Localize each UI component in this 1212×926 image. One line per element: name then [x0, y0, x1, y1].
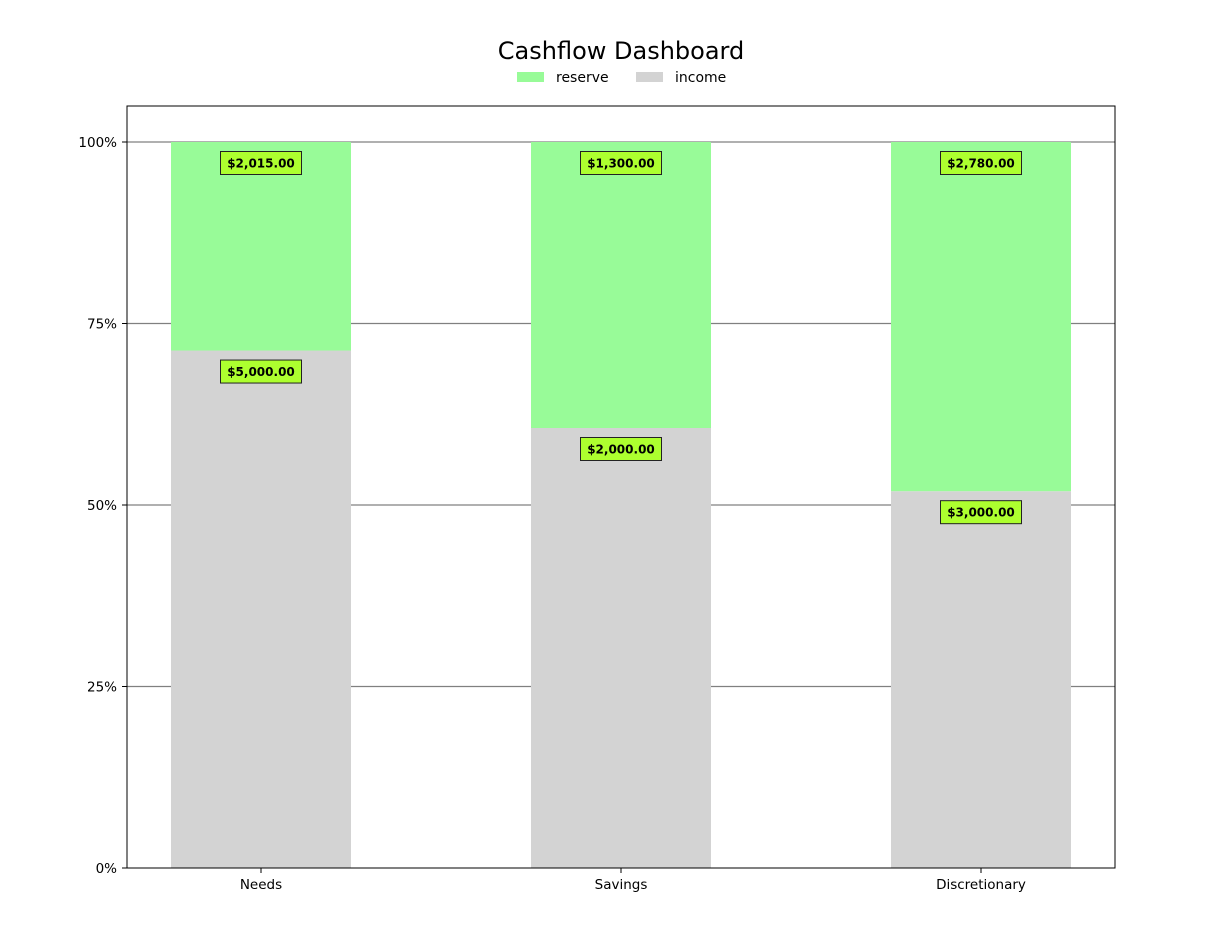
legend: reserve income — [517, 70, 726, 86]
data-label: $2,780.00 — [947, 157, 1015, 171]
bars — [171, 142, 1071, 868]
bar-income-savings — [531, 428, 711, 868]
bar-income-discretionary — [891, 491, 1071, 868]
y-tick-label: 100% — [78, 135, 117, 151]
data-label-box — [220, 359, 302, 384]
bar-income-needs — [171, 350, 351, 868]
data-label-box — [580, 151, 662, 175]
legend-swatch-reserve — [517, 72, 544, 82]
legend-label-reserve: reserve — [556, 70, 609, 86]
data-label: $5,000.00 — [227, 365, 295, 379]
bar-reserve-savings — [531, 142, 711, 428]
x-tick-label: Needs — [240, 877, 282, 893]
bar-reserve-discretionary — [891, 142, 1071, 492]
data-label-box — [220, 151, 302, 175]
data-label-box — [940, 500, 1022, 525]
y-tick-label: 75% — [87, 317, 117, 333]
y-axis: 0% 25% 50% 75% 100% — [78, 135, 127, 877]
x-axis: Needs Savings Discretionary — [240, 868, 1026, 893]
legend-label-income: income — [675, 70, 726, 86]
x-tick-label: Savings — [595, 877, 648, 893]
data-label: $1,300.00 — [587, 157, 655, 171]
y-tick-label: 50% — [87, 498, 117, 514]
legend-swatch-income — [636, 72, 663, 82]
y-tick-label: 25% — [87, 680, 117, 696]
data-label: $3,000.00 — [947, 506, 1015, 520]
data-label-box — [580, 437, 662, 461]
data-labels: $5,000.00 $2,015.00 $2,000.00 $1,300.00 $3,0… — [220, 151, 1022, 525]
data-label-box — [940, 151, 1022, 175]
bar-reserve-needs — [171, 142, 351, 351]
data-label: $2,000.00 — [587, 443, 655, 457]
data-label: $2,015.00 — [227, 157, 295, 171]
y-tick-label: 0% — [96, 861, 118, 877]
x-tick-label: Discretionary — [936, 877, 1026, 893]
chart-title: Cashflow Dashboard — [498, 37, 744, 65]
